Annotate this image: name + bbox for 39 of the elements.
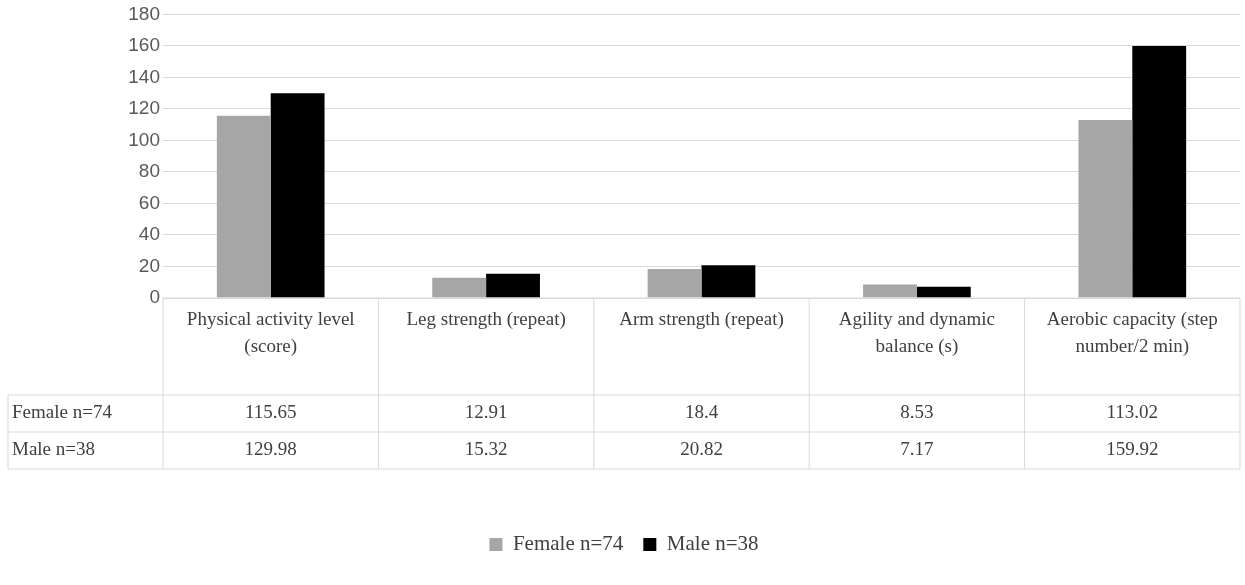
x-tick-label: Physical activity level (score) [186,307,355,357]
data-label: 129.98 [244,438,297,460]
text: Male n=38 [12,438,96,460]
x-tick-label: Agility and dynamic balance (s) [838,307,995,357]
y-tick-label: 80 [138,160,160,182]
bar [701,265,756,298]
legend-label: Female n=74 [512,531,624,556]
text: Female n=74 [12,401,112,423]
data-label: 159.92 [1106,438,1159,460]
data-label: 12.91 [464,401,508,423]
bar [1078,119,1133,298]
y-tick-label: 20 [138,254,160,276]
data-label: 8.53 [900,401,934,423]
x-tick-label: Arm strength (repeat) [619,307,784,330]
data-label: 113.02 [1106,401,1159,423]
data-label: 15.32 [464,438,508,460]
data-label: 18.4 [684,401,719,423]
bar [916,286,971,298]
y-tick-label: 60 [138,191,160,213]
data-label: 115.65 [244,401,297,423]
data-label: 20.82 [680,438,723,460]
y-tick-label: 140 [128,65,160,87]
y-tick-label: 0 [149,286,160,308]
bar [216,115,271,298]
y-tick-label: 40 [138,223,160,245]
legend-label: Male n=38 [666,531,759,556]
y-tick-label: 120 [128,97,160,119]
y-tick-label: 180 [128,2,160,24]
bar [270,93,325,298]
data-label: 7.17 [900,438,934,460]
y-tick-label: 160 [128,34,160,56]
x-tick-label: Leg strength (repeat) [406,307,566,330]
y-tick-label: 100 [128,128,160,150]
bar [1132,46,1187,298]
x-tick-label: Aerobic capacity (step number/2 min) [1046,307,1218,357]
bar [647,269,702,298]
bar [432,277,487,298]
bar [863,284,917,298]
bar [486,273,540,298]
